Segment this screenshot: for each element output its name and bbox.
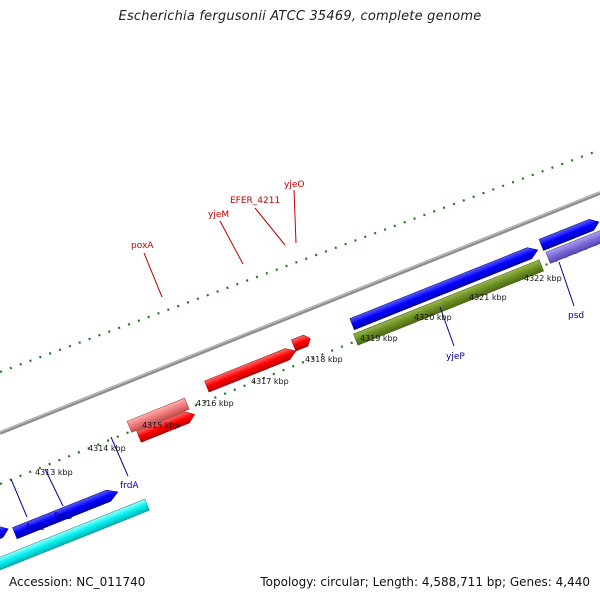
plus-strand-genes	[0, 216, 600, 552]
kbp-label: 4313 kbp	[35, 468, 73, 477]
backbone	[0, 191, 600, 435]
gene-arrow-blue-5[interactable]	[538, 216, 600, 251]
gene-arrow-cyan[interactable]	[0, 498, 150, 574]
outer-tick-ring	[0, 148, 600, 374]
label-leaders	[10, 189, 575, 518]
gene-label-yjeP[interactable]: yjeP	[446, 352, 465, 362]
kbp-label: 4315 kbp	[142, 421, 180, 430]
gene-arrow-blue-4[interactable]	[349, 244, 540, 331]
kbp-label: 4321 kbp	[469, 293, 507, 302]
gene-label-psd[interactable]: psd	[568, 311, 584, 321]
gene-label-frdC[interactable]: frdC	[26, 523, 45, 533]
kbp-label: 4318 kbp	[305, 355, 343, 364]
tick-marks	[0, 148, 600, 486]
gene-arrow-blue-1[interactable]	[12, 486, 121, 540]
gene-label-frdB[interactable]: frdB	[54, 512, 73, 522]
gene-arrow-blue-2[interactable]	[0, 523, 10, 552]
gene-arrow-purple[interactable]	[545, 229, 600, 264]
gene-label-yjeO[interactable]: yjeO	[284, 180, 304, 190]
kbp-label: 4319 kbp	[360, 334, 398, 343]
gene-arrow-red-2[interactable]	[291, 333, 312, 352]
kbp-label: 4320 kbp	[414, 313, 452, 322]
kbp-labels: 4313 kbp 4314 kbp 4315 kbp 4316 kbp 4317…	[35, 274, 562, 477]
kbp-label: 4316 kbp	[196, 399, 234, 408]
kbp-label: 4314 kbp	[88, 444, 126, 453]
genome-summary-text: Topology: circular; Length: 4,588,711 bp…	[260, 575, 590, 589]
kbp-label: 4322 kbp	[524, 274, 562, 283]
gene-arrow-red-lower[interactable]	[136, 409, 197, 443]
minus-strand-genes	[0, 229, 600, 574]
gene-label-frdA[interactable]: frdA	[120, 481, 139, 491]
gene-label-poxA[interactable]: poxA	[131, 241, 154, 251]
page-title: Escherichia fergusonii ATCC 35469, compl…	[118, 9, 482, 24]
gene-arrow-olive[interactable]	[353, 259, 544, 346]
gene-label-yjeM[interactable]: yjeM	[208, 210, 229, 220]
gene-arrow-pink[interactable]	[126, 397, 190, 433]
gene-labels: poxA yjeM EFER_4211 yjeO frdC frdB frdA …	[26, 180, 584, 533]
gene-arrow-red-1[interactable]	[204, 345, 299, 393]
gene-label-EFER_4211[interactable]: EFER_4211	[230, 196, 280, 206]
kbp-label: 4317 kbp	[251, 377, 289, 386]
accession-text: Accession: NC_011740	[9, 575, 146, 589]
